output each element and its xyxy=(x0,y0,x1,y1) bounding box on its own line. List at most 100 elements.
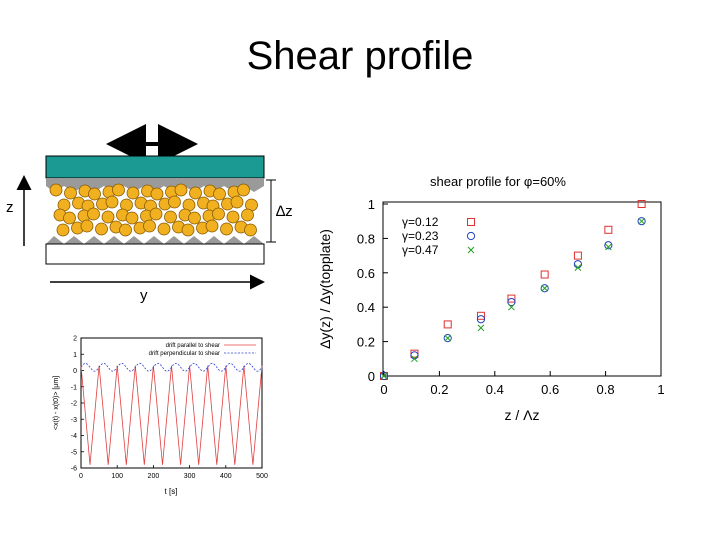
profile-y-tick-label: 0.4 xyxy=(357,300,375,315)
profile-point-cross xyxy=(508,303,515,311)
profile-x-axis-label: z / Λz xyxy=(504,407,539,423)
dz-label: ∆z xyxy=(276,203,293,220)
drift-legend-label: drift parallel to shear xyxy=(166,343,220,349)
particle xyxy=(149,207,163,221)
bottom-rough-wall xyxy=(46,236,264,244)
particle xyxy=(181,223,195,237)
shear-profile-plot: shear profile for φ=60% 0 0.2 0.4 0.6 0.8 1 0 0… xyxy=(317,174,665,423)
particle xyxy=(88,187,101,201)
profile-y-tick-label: 0.6 xyxy=(357,266,375,281)
particle xyxy=(237,183,250,197)
drift-parallel-line xyxy=(80,365,263,465)
particle xyxy=(150,187,164,201)
profile-legend-label: γ=0.47 xyxy=(402,243,439,257)
profile-x-tick-label: 1 xyxy=(657,382,664,397)
particle xyxy=(213,187,226,201)
profile-legend-marker xyxy=(467,218,475,226)
drift-x-tick-label: 400 xyxy=(220,473,232,480)
particle-layer xyxy=(49,183,258,237)
particle xyxy=(241,208,254,222)
particle xyxy=(87,207,100,221)
particle xyxy=(143,219,156,233)
particle xyxy=(119,223,132,237)
drift-x-axis-label: t [s] xyxy=(165,487,178,496)
profile-x-tick-label: 0.2 xyxy=(430,382,448,397)
profile-legend-marker xyxy=(467,246,475,254)
drift-y-tick-label: -1 xyxy=(71,384,77,391)
particle xyxy=(126,186,140,200)
particle xyxy=(101,210,115,224)
particle xyxy=(188,211,201,225)
profile-x-tick-label: 0 xyxy=(380,382,387,397)
profile-point-circle xyxy=(573,260,582,269)
profile-point-square xyxy=(540,270,549,279)
drift-y-tick-label: -4 xyxy=(71,433,77,440)
particle xyxy=(189,186,202,200)
profile-x-tick-label: 0.4 xyxy=(486,382,504,397)
particle xyxy=(56,223,70,237)
profile-point-square xyxy=(637,200,646,208)
drift-perpendicular-line xyxy=(80,363,263,372)
profile-point-cross xyxy=(541,284,549,292)
particle xyxy=(230,195,244,209)
profile-x-tick-label: 0.6 xyxy=(541,382,559,397)
y-axis-label: y xyxy=(140,287,148,304)
profile-point-cross xyxy=(444,334,452,342)
profile-plot-frame xyxy=(382,201,662,377)
profile-point-square xyxy=(507,294,516,303)
particle xyxy=(168,195,181,209)
drift-legend-label: drift perpendicular to shear xyxy=(149,351,220,357)
profile-point-square xyxy=(443,320,452,329)
drift-plot: 0 100 200 300 400 500 2 1 0 -1 -2 -3 -4 -5 -6 drift pa… xyxy=(53,336,268,497)
drift-y-tick-label: -3 xyxy=(71,417,77,424)
profile-y-axis-label: Δy(z) / Δy(topplate) xyxy=(317,229,333,349)
particle xyxy=(226,210,240,224)
particle xyxy=(212,207,225,221)
drift-y-tick-label: -5 xyxy=(71,449,77,456)
profile-y-tick-label: 0.2 xyxy=(357,335,375,350)
particle xyxy=(244,223,257,237)
profile-point-cross xyxy=(638,217,645,225)
particle xyxy=(174,183,188,197)
particle xyxy=(64,186,77,200)
slide-title: Shear profile xyxy=(246,34,474,78)
drift-y-tick-label: -2 xyxy=(71,401,77,408)
particle xyxy=(125,211,139,225)
drift-y-tick-label: 0 xyxy=(73,368,77,375)
drift-y-axis-label: <x(t) - x(t0)> [μm] xyxy=(53,376,60,430)
profile-point-circle xyxy=(637,217,646,226)
profile-y-tick-label: 1 xyxy=(368,197,375,212)
profile-point-circle xyxy=(507,297,516,307)
particle xyxy=(164,210,177,224)
z-axis-label: z xyxy=(6,199,14,216)
profile-legend-label: γ=0.12 xyxy=(402,215,439,229)
profile-point-circle xyxy=(379,371,389,381)
particle xyxy=(112,183,125,197)
profile-point-circle xyxy=(443,334,452,343)
profile-plot-title: shear profile for φ=60% xyxy=(430,174,566,189)
profile-point-circle xyxy=(540,284,549,293)
profile-point-cross xyxy=(574,264,582,271)
shear-cell-schematic: z ∆z y xyxy=(6,124,293,304)
top-plate xyxy=(45,155,265,179)
profile-legend-marker xyxy=(466,231,476,241)
particle xyxy=(157,222,171,236)
profile-point-circle xyxy=(410,351,419,360)
drift-x-tick-label: 100 xyxy=(111,473,123,480)
profile-y-tick-label: 0 xyxy=(368,369,375,384)
profile-legend-label: γ=0.23 xyxy=(402,229,439,243)
drift-y-tick-label: -6 xyxy=(71,466,77,473)
profile-x-tick-label: 0.8 xyxy=(597,382,615,397)
particle xyxy=(80,219,94,233)
profile-point-cross xyxy=(477,324,485,332)
bottom-plate xyxy=(45,243,265,265)
drift-plot-frame xyxy=(80,337,263,469)
particle xyxy=(220,222,233,236)
drift-x-tick-label: 300 xyxy=(184,473,196,480)
profile-point-cross xyxy=(380,372,388,380)
profile-point-cross xyxy=(605,243,612,251)
profile-y-tick-label: 0.8 xyxy=(357,231,375,246)
profile-point-square xyxy=(476,311,485,320)
profile-point-square xyxy=(604,225,613,234)
particle xyxy=(105,195,119,209)
